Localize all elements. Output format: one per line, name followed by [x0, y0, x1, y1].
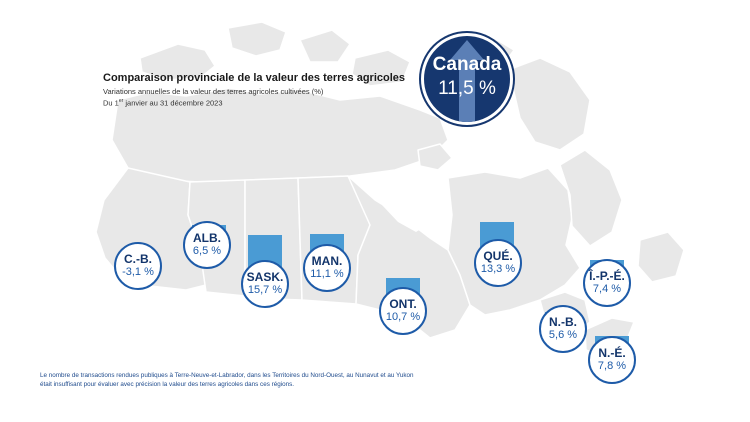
arctic-island-victoria	[351, 49, 411, 87]
marker-value: 15,7 %	[247, 284, 283, 296]
marker-mb: MAN. 11,1 %	[303, 244, 351, 292]
marker-pe: Î.-P.-É. 7,4 %	[583, 259, 631, 307]
marker-value: 13,3 %	[480, 263, 516, 275]
marker-value: 11,1 %	[310, 268, 344, 280]
marker-abbr: MAN.	[311, 254, 343, 268]
national-value: 11,5 %	[438, 78, 496, 99]
marker-nb: N.-B. 5,6 %	[539, 305, 587, 353]
marker-value: 5,6 %	[548, 329, 578, 341]
marker-value: -3,1 %	[122, 266, 154, 278]
title-block: Comparaison provinciale de la valeur des…	[103, 72, 405, 108]
up-arrow-icon	[450, 40, 484, 122]
marker-abbr: Î.-P.-É.	[589, 269, 625, 283]
arctic-island-center	[227, 21, 287, 57]
page-title: Comparaison provinciale de la valeur des…	[103, 72, 406, 84]
province-nl-island	[637, 231, 685, 283]
marker-abbr: QUÉ.	[483, 249, 513, 263]
period-label: Du 1er janvier au 31 décembre 2023	[103, 98, 405, 108]
marker-qc: QUÉ. 13,3 %	[474, 239, 522, 287]
marker-value: 7,8 %	[597, 360, 627, 372]
period-suffix: janvier au 31 décembre 2023	[123, 98, 223, 108]
page-subtitle: Variations annuelles de la valeur des te…	[103, 87, 324, 96]
marker-on: ONT. 10,7 %	[379, 287, 427, 335]
marker-abbr: SASK.	[246, 270, 284, 284]
marker-ns: N.-É. 7,8 %	[588, 336, 636, 384]
province-nl-labrador	[559, 149, 623, 247]
marker-abbr: N.-É.	[598, 346, 626, 360]
marker-bc: C.-B. -3,1 %	[114, 242, 162, 290]
arctic-island-baffin	[507, 57, 591, 151]
hudson-bay	[378, 168, 438, 232]
marker-abbr: ONT.	[389, 297, 417, 311]
period-prefix: Du 1	[103, 98, 119, 108]
footnote-line-1: Le nombre de transactions rendues publiq…	[40, 372, 414, 379]
arctic-island-west	[139, 43, 216, 81]
marker-abbr: N.-B.	[549, 315, 577, 329]
period-sup: er	[118, 98, 124, 104]
national-badge: Canada 11,5 %	[421, 33, 513, 125]
marker-abbr: ALB.	[193, 231, 221, 245]
footnote: Le nombre de transactions rendues publiq…	[40, 372, 460, 389]
marker-value: 6,5 %	[192, 245, 222, 257]
arctic-island-banks	[299, 29, 351, 63]
marker-value: 10,7 %	[385, 311, 421, 323]
marker-sk: SASK. 15,7 %	[241, 260, 289, 308]
marker-abbr: C.-B.	[124, 252, 152, 266]
marker-value: 7,4 %	[592, 283, 622, 295]
southampton-island	[417, 143, 453, 171]
marker-ab: ALB. 6,5 %	[183, 221, 231, 269]
national-name: Canada	[432, 54, 502, 75]
footnote-line-2: était insuffisant pour évaluer avec préc…	[40, 380, 294, 388]
